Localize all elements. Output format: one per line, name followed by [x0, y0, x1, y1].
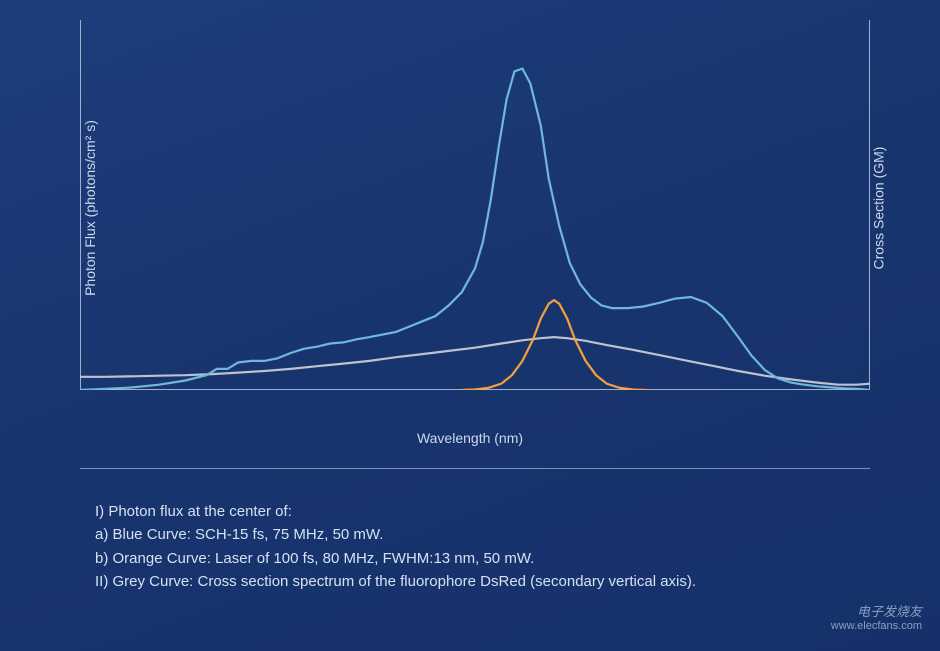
curves-group [80, 69, 870, 390]
caption-line-1: I) Photon flux at the center of: [95, 500, 870, 523]
caption-divider [80, 468, 870, 469]
caption-line-2: a) Blue Curve: SCH-15 fs, 75 MHz, 50 mW. [95, 523, 870, 546]
x-axis-label: Wavelength (nm) [0, 430, 940, 446]
watermark-brand: 电子发烧友 [831, 604, 922, 620]
chart-plot-area: 90095010001050110011501200 01E+272E+273E… [80, 20, 870, 390]
chart-svg: 90095010001050110011501200 01E+272E+273E… [80, 20, 870, 390]
caption-block: I) Photon flux at the center of: a) Blue… [95, 500, 870, 593]
caption-line-3: b) Orange Curve: Laser of 100 fs, 80 MHz… [95, 547, 870, 570]
y-axis-right-label: Cross Section (GM) [871, 147, 887, 270]
y-axis-left-label: Photon Flux (photons/cm² s) [82, 120, 98, 296]
axes-group [80, 20, 870, 390]
caption-line-4: II) Grey Curve: Cross section spectrum o… [95, 570, 870, 593]
watermark-url: www.elecfans.com [831, 620, 922, 633]
watermark: 电子发烧友 www.elecfans.com [831, 604, 922, 633]
